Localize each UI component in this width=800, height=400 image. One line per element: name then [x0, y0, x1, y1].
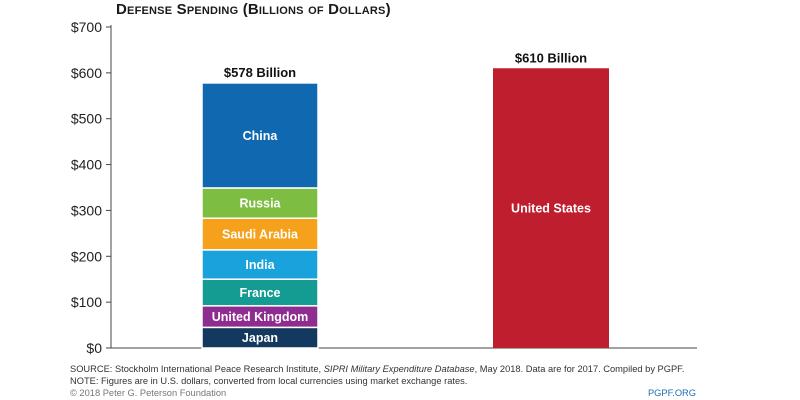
y-tick-label: $300: [71, 202, 102, 218]
chart-title: Defense Spending (Billions of Dollars): [116, 1, 391, 18]
bar-segment-china: [201, 82, 319, 189]
bar-segment-united-states: [493, 68, 609, 349]
y-tick-label: $100: [71, 294, 102, 310]
footer-copyright: © 2018 Peter G. Peterson Foundation: [70, 388, 227, 398]
y-tick-label: $0: [86, 340, 102, 356]
footer-source-suffix: , May 2018. Data are for 2017. Compiled …: [474, 364, 685, 374]
segment-label-france: France: [240, 286, 281, 300]
bar-total-label: $578 Billion: [224, 65, 296, 80]
footer-source-database: SIPRI Military Expenditure Database: [323, 364, 475, 374]
segment-label-saudi-arabia: Saudi Arabia: [222, 228, 299, 242]
y-tick-label: $500: [71, 111, 102, 127]
segment-label-japan: Japan: [242, 331, 278, 345]
segment-label-united-kingdom: United Kingdom: [212, 310, 309, 324]
segment-label-russia: Russia: [240, 197, 282, 211]
footer-note: NOTE: Figures are in U.S. dollars, conve…: [70, 376, 468, 386]
segment-label-india: India: [245, 258, 275, 272]
y-tick-label: $600: [71, 65, 102, 81]
bar-segment-india: [201, 249, 319, 280]
y-tick-label: $700: [71, 19, 102, 35]
y-tick-label: $400: [71, 157, 102, 173]
bar-total-label: $610 Billion: [515, 50, 587, 65]
y-tick-label: $200: [71, 248, 102, 264]
footer-source: SOURCE: Stockholm International Peace Re…: [70, 364, 684, 375]
footer-source-prefix: SOURCE: Stockholm International Peace Re…: [70, 364, 324, 374]
chart-area: $0 $100 $200 $300 $400 $500 $600 $700 Japan Unite…: [71, 19, 697, 356]
bar-segment-russia: [201, 187, 319, 219]
segment-label-china: China: [243, 129, 279, 143]
footer-site-link[interactable]: PGPF.ORG: [647, 388, 696, 398]
segment-label-united-states: United States: [511, 202, 591, 216]
